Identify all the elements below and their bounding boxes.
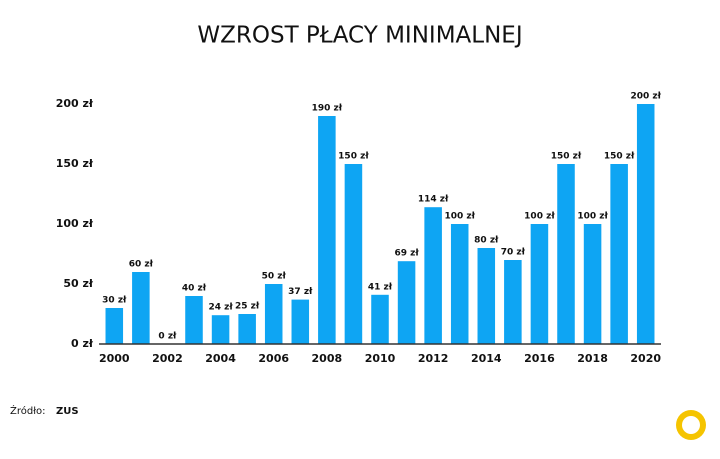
bar (557, 164, 575, 344)
x-tick-label: 2016 (524, 352, 555, 365)
logo (676, 410, 706, 440)
value-label: 37 zł (288, 287, 313, 297)
bar (344, 164, 363, 344)
y-tick-label: 0 zł (71, 337, 94, 350)
value-label: 150 zł (551, 152, 582, 162)
value-label: 0 zł (158, 332, 177, 342)
bar (371, 294, 389, 344)
bar (397, 261, 416, 344)
bar (238, 314, 256, 344)
x-tick-label: 2012 (418, 352, 449, 365)
value-label: 60 zł (129, 260, 154, 270)
x-tick-label: 2008 (312, 352, 343, 365)
bar (185, 296, 203, 344)
value-label: 200 zł (630, 92, 661, 102)
value-label: 100 zł (524, 212, 555, 222)
bar (610, 164, 628, 344)
value-label: 69 zł (394, 249, 419, 259)
y-tick-label: 100 zł (56, 217, 94, 230)
x-tick-label: 2000 (99, 352, 130, 365)
value-label: 25 zł (235, 302, 260, 312)
value-label: 100 zł (577, 212, 608, 222)
value-label: 30 zł (102, 296, 127, 306)
value-label: 100 zł (444, 212, 475, 222)
bar (583, 224, 602, 344)
x-tick-label: 2018 (577, 352, 608, 365)
x-tick-label: 2014 (471, 352, 502, 365)
y-tick-label: 150 zł (56, 157, 94, 170)
value-label: 190 zł (312, 104, 343, 114)
bar (132, 272, 150, 344)
x-tick-label: 2020 (630, 352, 661, 365)
value-label: 150 zł (338, 152, 369, 162)
value-label: 114 zł (418, 195, 449, 205)
logo-inner (682, 416, 700, 434)
y-tick-label: 200 zł (56, 97, 94, 110)
y-tick-label: 50 zł (63, 277, 94, 290)
bar (477, 248, 496, 344)
bar (291, 299, 310, 344)
value-label: 50 zł (262, 272, 287, 282)
bar (105, 308, 124, 344)
x-tick-label: 2006 (258, 352, 289, 365)
value-label: 80 zł (474, 236, 499, 246)
bar (450, 224, 469, 344)
source-name: ZUS (56, 406, 79, 417)
bar (318, 116, 336, 344)
value-label: 41 zł (368, 282, 393, 292)
bar (211, 315, 230, 344)
bar (530, 224, 549, 344)
value-label: 40 zł (182, 284, 207, 294)
x-tick-label: 2002 (152, 352, 183, 365)
value-label: 70 zł (501, 248, 526, 258)
chart-title: WZROST PŁACY MINIMALNEJ (197, 23, 522, 49)
bar (424, 207, 442, 344)
x-tick-label: 2004 (205, 352, 236, 365)
bar (504, 260, 522, 344)
value-label: 24 zł (208, 303, 233, 313)
bar (636, 104, 655, 344)
bar (264, 284, 283, 344)
source-label: Źródło: (10, 404, 46, 417)
x-tick-label: 2010 (365, 352, 396, 365)
value-label: 150 zł (604, 152, 635, 162)
